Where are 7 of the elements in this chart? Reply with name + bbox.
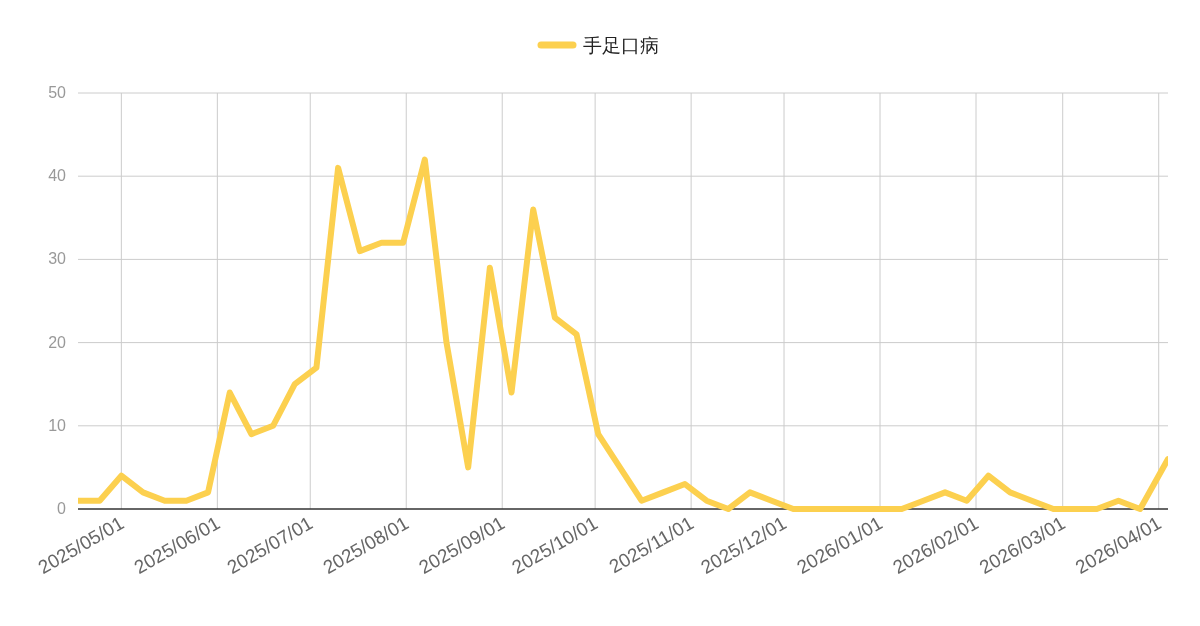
y-tick-label: 20: [48, 333, 67, 351]
y-tick-label: 10: [48, 416, 67, 434]
y-tick-label: 0: [57, 500, 67, 517]
legend-label: 手足口病: [583, 35, 659, 56]
y-tick-label: 40: [48, 167, 67, 185]
y-tick-label: 50: [48, 84, 67, 101]
y-tick-label: 30: [48, 250, 67, 268]
